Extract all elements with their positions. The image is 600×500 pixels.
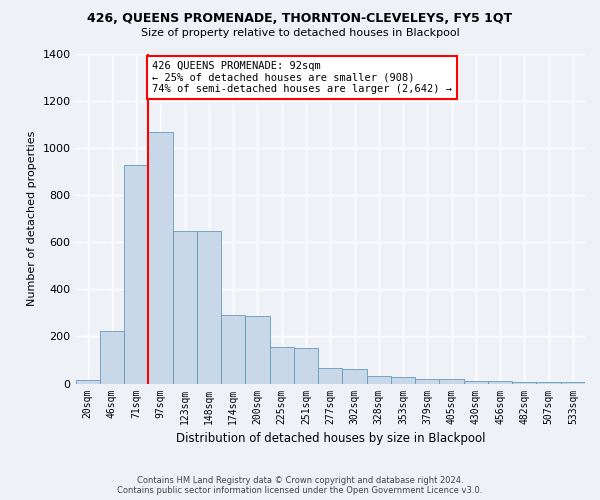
Bar — [488, 382, 512, 384]
Text: Size of property relative to detached houses in Blackpool: Size of property relative to detached ho… — [140, 28, 460, 38]
Text: Contains HM Land Registry data © Crown copyright and database right 2024.
Contai: Contains HM Land Registry data © Crown c… — [118, 476, 482, 495]
Bar — [464, 381, 488, 384]
Bar — [561, 382, 585, 384]
X-axis label: Distribution of detached houses by size in Blackpool: Distribution of detached houses by size … — [176, 432, 485, 445]
Bar — [391, 377, 415, 384]
Bar — [148, 132, 173, 384]
Bar — [343, 368, 367, 384]
Bar — [173, 230, 197, 384]
Bar — [100, 330, 124, 384]
Bar — [197, 231, 221, 384]
Bar — [536, 382, 561, 384]
Text: 426, QUEENS PROMENADE, THORNTON-CLEVELEYS, FY5 1QT: 426, QUEENS PROMENADE, THORNTON-CLEVELEY… — [88, 12, 512, 26]
Bar — [415, 379, 439, 384]
Bar — [294, 348, 318, 384]
Bar — [76, 380, 100, 384]
Y-axis label: Number of detached properties: Number of detached properties — [27, 131, 37, 306]
Text: 426 QUEENS PROMENADE: 92sqm
← 25% of detached houses are smaller (908)
74% of se: 426 QUEENS PROMENADE: 92sqm ← 25% of det… — [152, 61, 452, 94]
Bar — [245, 316, 269, 384]
Bar — [439, 380, 464, 384]
Bar — [124, 164, 148, 384]
Bar — [318, 368, 343, 384]
Bar — [512, 382, 536, 384]
Bar — [269, 347, 294, 384]
Bar — [367, 376, 391, 384]
Bar — [221, 316, 245, 384]
